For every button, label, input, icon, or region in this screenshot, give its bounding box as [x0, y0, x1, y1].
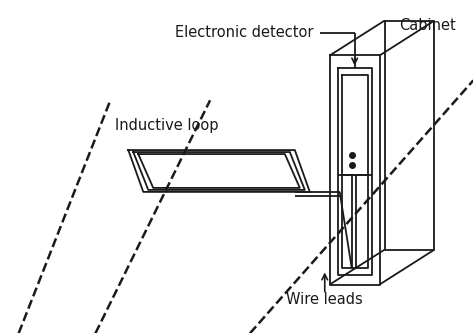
- Text: Inductive loop: Inductive loop: [115, 118, 219, 133]
- Text: Cabinet: Cabinet: [400, 18, 456, 33]
- Text: Wire leads: Wire leads: [286, 292, 363, 307]
- Text: Electronic detector: Electronic detector: [175, 25, 314, 40]
